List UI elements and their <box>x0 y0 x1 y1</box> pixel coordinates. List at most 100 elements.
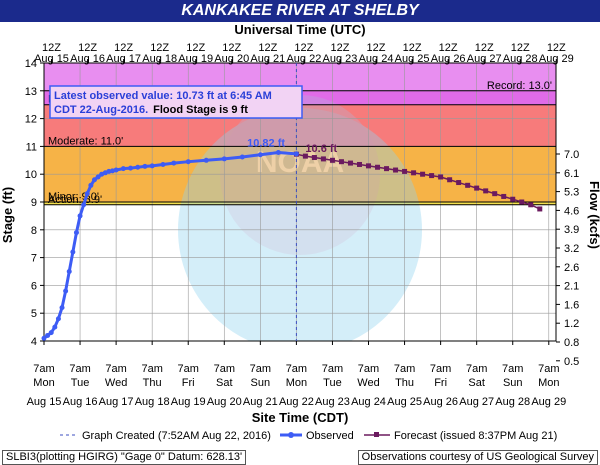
x-top-tick-date: Aug 22 <box>286 53 321 65</box>
x-top-tick-time: 12Z <box>186 42 205 54</box>
legend: Graph Created (7:52AM Aug 22, 2016) Obse… <box>60 430 557 442</box>
forecast-point <box>537 206 543 212</box>
x-top-tick-time: 12Z <box>294 42 313 54</box>
band-minor <box>44 202 556 205</box>
y2-tick-label: 3.2 <box>564 243 579 255</box>
x-top-tick-date: Aug 17 <box>106 53 141 65</box>
x-top-tick-date: Aug 19 <box>178 53 213 65</box>
threshold-label: Action: 8.9' <box>48 194 102 206</box>
x-tick-time: 7am <box>141 363 162 375</box>
threshold-label: Moderate: 11.0' <box>48 135 123 147</box>
x-top-tick-time: 12Z <box>367 42 386 54</box>
observed-point <box>203 157 209 163</box>
y-tick-label: 8 <box>31 225 37 237</box>
observed-point <box>70 249 76 255</box>
x-tick-date: Aug 16 <box>63 396 98 408</box>
x-tick-time: 7am <box>358 363 379 375</box>
x-top-tick-time: 12Z <box>78 42 97 54</box>
observed-point <box>160 161 166 167</box>
annotation-line1: Latest observed value: 10.73 ft at 6:45 … <box>54 90 272 102</box>
x-top-tick-date: Aug 16 <box>70 53 105 65</box>
latest-value-annotation: Latest observed value: 10.73 ft at 6:45 … <box>49 85 303 119</box>
observed-point <box>73 230 79 236</box>
y2-tick-label: 5.3 <box>564 187 579 199</box>
forecast-point <box>429 173 435 179</box>
observations-credit: Observations courtesy of US Geological S… <box>357 450 598 465</box>
observed-point <box>95 174 101 180</box>
x-top-tick-time: 12Z <box>330 42 349 54</box>
x-tick-day: Sun <box>503 377 523 389</box>
x-tick-date: Aug 17 <box>99 396 134 408</box>
y2-tick-label: 4.6 <box>564 205 579 217</box>
forecast-point <box>393 167 399 173</box>
x-top-tick-date: Aug 24 <box>359 53 394 65</box>
forecast-point <box>528 202 534 208</box>
x-tick-date: Aug 19 <box>171 396 206 408</box>
x-top-tick-date: Aug 28 <box>503 53 538 65</box>
y2-axis-label: Flow (kcfs) <box>587 181 600 249</box>
x-top-tick-time: 12Z <box>439 42 458 54</box>
forecast-series <box>293 151 543 212</box>
watermark-inner-circle <box>220 95 380 255</box>
forecast-point <box>338 159 344 165</box>
y2-tick-label: 3.9 <box>564 224 579 236</box>
x-top-tick-date: Aug 21 <box>250 53 285 65</box>
x-tick-date: Aug 23 <box>315 396 350 408</box>
observed-point <box>55 316 61 322</box>
x-tick-time: 7am <box>250 363 271 375</box>
x-tick-date: Aug 15 <box>27 396 62 408</box>
x-tick-day: Sat <box>216 377 233 389</box>
forecast-point <box>519 199 525 205</box>
x-top-tick-time: 12Z <box>511 42 530 54</box>
observed-point <box>48 330 54 336</box>
x-top-tick-time: 12Z <box>150 42 169 54</box>
annotation-line2-text: CDT 22-Aug-2016. <box>54 104 148 116</box>
x-tick-date: Aug 20 <box>207 396 242 408</box>
annotation-flood-stage: Flood Stage is 9 ft <box>153 104 248 116</box>
x-top-tick-date: Aug 23 <box>323 53 358 65</box>
x-tick-day: Mon <box>33 377 54 389</box>
observed-peak-label: 10.82 ft <box>247 137 285 149</box>
forecast-point <box>347 160 353 166</box>
observed-point <box>81 202 87 208</box>
x-tick-day: Fri <box>182 377 195 389</box>
forecast-point <box>456 180 462 186</box>
watermark-logo-text: NOAA <box>256 146 344 179</box>
chart-title: KANKAKEE RIVER AT SHELBY <box>0 0 600 22</box>
x-top-tick-time: 12Z <box>42 42 61 54</box>
top-axis-label: Universal Time (UTC) <box>234 22 365 37</box>
y-tick-label: 6 <box>31 280 37 292</box>
forecast-point <box>465 182 471 188</box>
x-tick-day: Thu <box>143 377 162 389</box>
y2-axis-ticks: 7.0 6.1 5.3 4.6 3.9 3.2 2.6 2.1 1.6 1.2 0.8 0.5 <box>556 149 579 368</box>
x-axis-bottom-ticks: 7am Mon Aug 15 7am Tue Aug 16 7am Wed Aug 17 7am T… <box>27 341 566 408</box>
x-tick-time: 7am <box>178 363 199 375</box>
x-tick-day: Sun <box>251 377 271 389</box>
observed-series <box>41 150 299 341</box>
y-tick-label: 12 <box>25 114 37 126</box>
legend-forecast-label: Forecast (issued 8:37PM Aug 21) <box>394 430 557 442</box>
observed-point <box>59 305 65 311</box>
x-tick-time: 7am <box>394 363 415 375</box>
observed-point <box>84 191 90 197</box>
forecast-point <box>329 157 335 163</box>
forecast-point <box>366 163 372 169</box>
x-tick-date: Aug 29 <box>531 396 566 408</box>
x-tick-day: Wed <box>105 377 127 389</box>
legend-forecast-marker <box>374 432 379 437</box>
x-tick-time: 7am <box>538 363 559 375</box>
x-tick-day: Mon <box>538 377 559 389</box>
observed-point <box>149 163 155 169</box>
x-tick-day: Fri <box>434 377 447 389</box>
legend-observed-marker <box>288 432 294 438</box>
x-top-tick-time: 12Z <box>222 42 241 54</box>
x-tick-time: 7am <box>105 363 126 375</box>
x-tick-date: Aug 22 <box>279 396 314 408</box>
y-tick-label: 10 <box>25 169 37 181</box>
forecast-point <box>311 155 317 161</box>
x-tick-date: Aug 27 <box>459 396 494 408</box>
forecast-point <box>302 153 308 159</box>
forecast-point <box>501 193 507 199</box>
observed-point <box>113 167 119 173</box>
